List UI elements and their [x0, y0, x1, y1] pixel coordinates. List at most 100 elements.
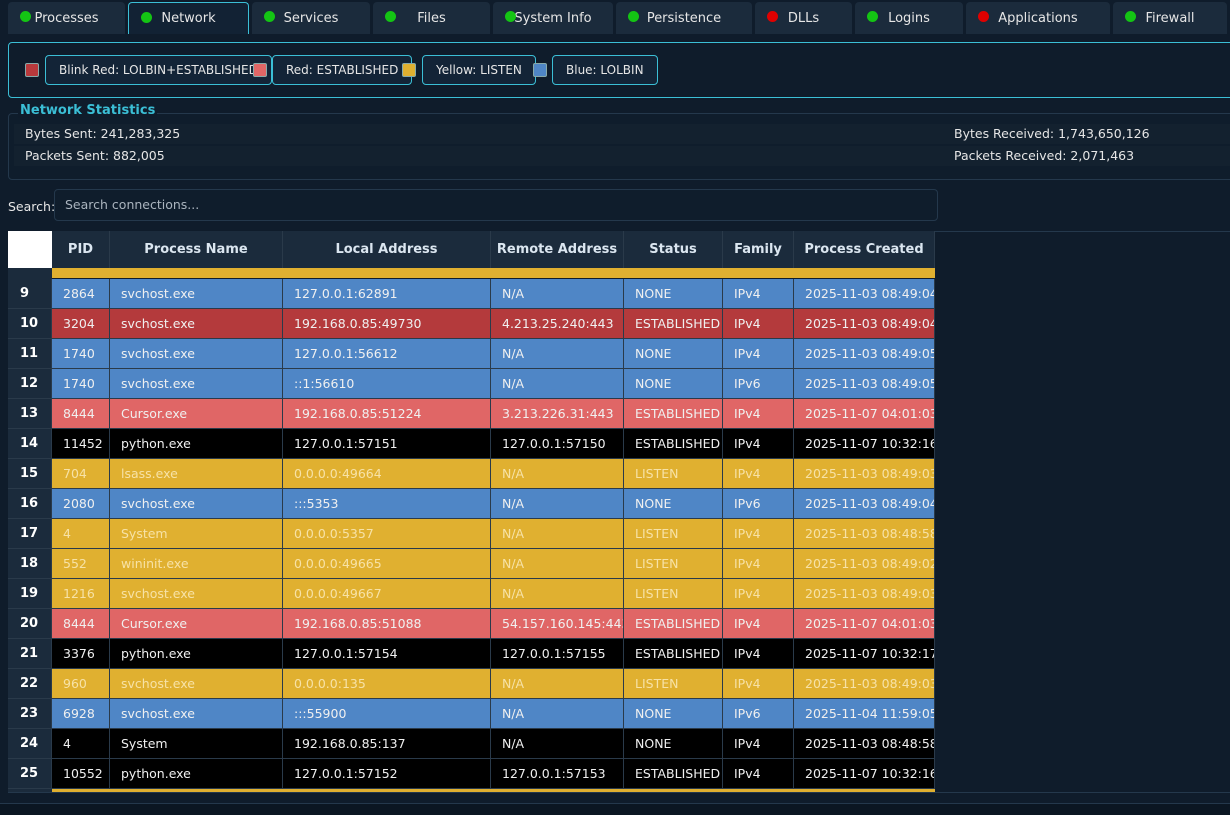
table-cell: 3376	[52, 639, 110, 669]
row-number: 22	[8, 669, 52, 699]
table-cell: IPv4	[723, 729, 794, 759]
table-cell: 2025-11-03 08:49:04	[794, 279, 935, 309]
table-cell: 0.0.0.0:135	[283, 669, 491, 699]
table-cell: 2025-11-07 10:32:16	[794, 759, 935, 789]
column-header[interactable]: PID	[52, 231, 110, 268]
row-number: 21	[8, 639, 52, 669]
table-cell: 10552	[52, 759, 110, 789]
table-cell: NONE	[624, 489, 723, 519]
table-cell: N/A	[491, 339, 624, 369]
table-cell: 127.0.0.1:56612	[283, 339, 491, 369]
table-cell: svchost.exe	[110, 489, 283, 519]
tab[interactable]: Files	[373, 2, 490, 34]
table-cell: 4	[52, 729, 110, 759]
table-cell: LISTEN	[624, 549, 723, 579]
legend-label: Blue: LOLBIN	[552, 55, 658, 85]
tab[interactable]: Processes	[8, 2, 125, 34]
table-cell: LISTEN	[624, 459, 723, 489]
status-dot	[1125, 11, 1136, 22]
table-cell: N/A	[491, 279, 624, 309]
table-cell: 2025-11-03 08:48:58	[794, 519, 935, 549]
row-number: 23	[8, 699, 52, 729]
table-cell: N/A	[491, 369, 624, 399]
table-cell: 0.0.0.0:49664	[283, 459, 491, 489]
column-header[interactable]: Process Created	[794, 231, 935, 268]
tab[interactable]: System Info	[493, 2, 613, 34]
tab[interactable]: Applications	[966, 2, 1110, 34]
table-cell: 2025-11-03 08:49:04	[794, 309, 935, 339]
search-input[interactable]: Search connections...	[54, 189, 938, 221]
tab[interactable]: Network	[128, 2, 249, 34]
table-cell: NONE	[624, 279, 723, 309]
legend-swatch	[25, 63, 39, 77]
packets-sent: Packets Sent: 882,005	[25, 148, 165, 163]
table-cell: 3.213.226.31:443	[491, 399, 624, 429]
table-cell: svchost.exe	[110, 669, 283, 699]
table-cell: ESTABLISHED	[624, 609, 723, 639]
tab[interactable]: Services	[252, 2, 370, 34]
table-cell: N/A	[491, 729, 624, 759]
column-header[interactable]: Remote Address	[491, 231, 624, 268]
table-cell: IPv4	[723, 279, 794, 309]
table-cell: 2025-11-07 10:32:16	[794, 429, 935, 459]
table-cell: NONE	[624, 339, 723, 369]
table-cell: 2864	[52, 279, 110, 309]
column-header[interactable]: Status	[624, 231, 723, 268]
row-number: 9	[8, 279, 52, 309]
table-cell: 127.0.0.1:57150	[491, 429, 624, 459]
column-header[interactable]: Local Address	[283, 231, 491, 268]
table-cell: 54.157.160.145:443	[491, 609, 624, 639]
table-cell: ESTABLISHED	[624, 759, 723, 789]
table-cell: 1740	[52, 339, 110, 369]
column-header[interactable]: Family	[723, 231, 794, 268]
table-cell: 4	[52, 519, 110, 549]
tab[interactable]: Firewall	[1113, 2, 1227, 34]
table-cell: N/A	[491, 549, 624, 579]
legend-label: Yellow: LISTEN	[422, 55, 536, 85]
table-cell: IPv4	[723, 549, 794, 579]
status-dot	[867, 11, 878, 22]
table-cell: svchost.exe	[110, 369, 283, 399]
legend-label: Red: ESTABLISHED	[272, 55, 413, 85]
table-cell: 2025-11-04 11:59:05	[794, 699, 935, 729]
row-number: 19	[8, 579, 52, 609]
table-cell: 127.0.0.1:57152	[283, 759, 491, 789]
status-dot	[767, 11, 778, 22]
table-cell: 0.0.0.0:5357	[283, 519, 491, 549]
search-label: Search:	[8, 199, 56, 214]
table-cell: 2025-11-03 08:49:03	[794, 669, 935, 699]
column-header[interactable]: Process Name	[110, 231, 283, 268]
table-cell: :::5353	[283, 489, 491, 519]
table-cell: IPv4	[723, 339, 794, 369]
table-cell: IPv4	[723, 309, 794, 339]
table-cell: 0.0.0.0:49665	[283, 549, 491, 579]
stats-title: Network Statistics	[18, 103, 158, 118]
table-cell: 1216	[52, 579, 110, 609]
bytes-received: Bytes Received: 1,743,650,126	[954, 126, 1150, 141]
table-cell: ::1:56610	[283, 369, 491, 399]
status-dot	[978, 11, 989, 22]
row-number: 16	[8, 489, 52, 519]
table-cell: 2025-11-03 08:49:04	[794, 489, 935, 519]
table-cell: python.exe	[110, 759, 283, 789]
table-cell: IPv4	[723, 759, 794, 789]
row-number: 11	[8, 339, 52, 369]
table-cell: svchost.exe	[110, 279, 283, 309]
table-cell: 0.0.0.0:49667	[283, 579, 491, 609]
table-cell: 11452	[52, 429, 110, 459]
tab[interactable]: Persistence	[616, 2, 752, 34]
stat-row-bg	[14, 124, 1230, 144]
table-cell: 2025-11-03 08:49:02	[794, 549, 935, 579]
tab[interactable]: Logins	[855, 2, 963, 34]
table-cell: 127.0.0.1:62891	[283, 279, 491, 309]
row-number: 10	[8, 309, 52, 339]
tab[interactable]: DLLs	[755, 2, 852, 34]
row-number: 14	[8, 429, 52, 459]
table-cell: ESTABLISHED	[624, 429, 723, 459]
table-cell: svchost.exe	[110, 699, 283, 729]
table-cell: 960	[52, 669, 110, 699]
status-dot	[141, 12, 152, 23]
table-cell: NONE	[624, 729, 723, 759]
